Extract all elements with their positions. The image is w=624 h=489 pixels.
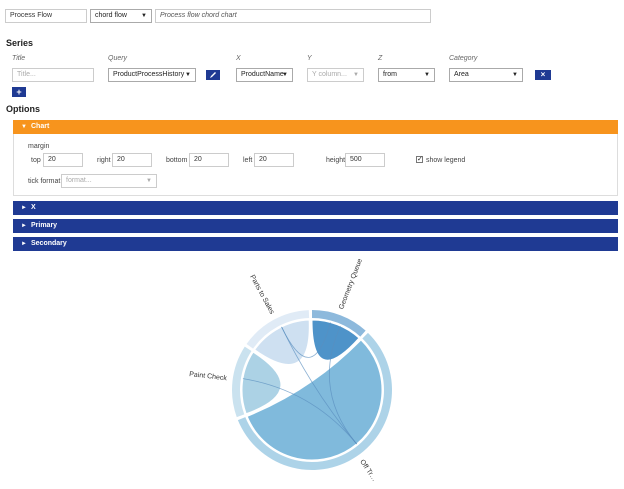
chevron-down-icon: ▼ bbox=[512, 72, 518, 78]
chord-ribbon bbox=[254, 319, 310, 365]
y-column-select[interactable]: Y column... ▼ bbox=[307, 68, 364, 82]
series-title: Series bbox=[6, 38, 34, 48]
chord-link bbox=[242, 378, 357, 445]
secondary-panel-header[interactable]: ► Secondary bbox=[13, 237, 618, 251]
margin-left-label: left bbox=[243, 157, 253, 164]
x-panel-header[interactable]: ► X bbox=[13, 201, 618, 215]
secondary-panel-label: Secondary bbox=[31, 240, 67, 247]
pencil-icon bbox=[210, 72, 216, 78]
chord-group-label: Off Tr… bbox=[358, 459, 377, 483]
chord-group-label: Geometry Queue bbox=[338, 258, 364, 311]
x-column-value: ProductName bbox=[241, 71, 284, 78]
edit-query-button[interactable] bbox=[206, 70, 220, 80]
margin-left-input[interactable]: 20 bbox=[254, 153, 294, 167]
show-legend-checkbox[interactable]: ✓ bbox=[416, 156, 423, 163]
margin-top-input[interactable]: 20 bbox=[43, 153, 83, 167]
margin-bottom-input[interactable]: 20 bbox=[189, 153, 229, 167]
tick-format-label: tick format bbox=[28, 178, 61, 185]
column-header-y: Y bbox=[307, 55, 312, 62]
category-select[interactable]: Area ▼ bbox=[449, 68, 523, 82]
z-column-select[interactable]: from ▼ bbox=[378, 68, 435, 82]
chart-type-value: chord flow bbox=[95, 12, 127, 19]
margin-right-input[interactable]: 20 bbox=[112, 153, 152, 167]
chart-panel-label: Chart bbox=[31, 123, 50, 130]
caret-right-icon: ► bbox=[21, 223, 27, 229]
category-value: Area bbox=[454, 71, 469, 78]
chart-panel-header[interactable]: ▼ Chart bbox=[13, 120, 618, 134]
caret-right-icon: ► bbox=[21, 205, 27, 211]
column-header-z: Z bbox=[378, 55, 383, 62]
query-select[interactable]: ProductProcessHistory ▼ bbox=[108, 68, 196, 82]
remove-series-button[interactable]: × bbox=[535, 70, 551, 80]
add-series-button[interactable]: + bbox=[12, 87, 26, 97]
chord-group-arc bbox=[232, 346, 252, 418]
height-input[interactable]: 500 bbox=[345, 153, 385, 167]
chord-group-arc bbox=[246, 310, 310, 349]
chord-link bbox=[329, 325, 357, 445]
column-header-query: Query bbox=[108, 55, 128, 62]
chord-group-label: Parts to Sales bbox=[248, 274, 275, 316]
chevron-down-icon: ▼ bbox=[185, 72, 191, 78]
chord-group-label: Paint Check bbox=[189, 371, 228, 382]
chord-group-arc bbox=[312, 310, 366, 337]
tick-format-placeholder: format... bbox=[66, 177, 92, 184]
chart-description-input[interactable]: Process flow chord chart bbox=[155, 9, 431, 23]
primary-panel-header[interactable]: ► Primary bbox=[13, 219, 618, 233]
show-legend-label: show legend bbox=[426, 157, 466, 164]
query-value: ProductProcessHistory bbox=[113, 71, 185, 78]
column-header-title: Title bbox=[12, 55, 26, 62]
chord-link bbox=[281, 322, 331, 358]
chevron-down-icon: ▼ bbox=[141, 13, 147, 19]
chevron-down-icon: ▼ bbox=[353, 72, 359, 78]
chord-ribbon bbox=[246, 339, 383, 461]
caret-right-icon: ► bbox=[21, 241, 27, 247]
chord-link bbox=[281, 326, 357, 445]
chart-name-input[interactable]: Process Flow bbox=[5, 9, 87, 23]
z-column-value: from bbox=[383, 71, 397, 78]
caret-down-icon: ▼ bbox=[21, 124, 27, 130]
y-column-placeholder: Y column... bbox=[312, 71, 347, 78]
x-column-select[interactable]: ProductName ▼ bbox=[236, 68, 293, 82]
chevron-down-icon: ▼ bbox=[282, 72, 288, 78]
margin-label: margin bbox=[28, 143, 50, 150]
column-header-x: X bbox=[236, 55, 241, 62]
margin-right-label: right bbox=[97, 157, 111, 164]
margin-top-label: top bbox=[31, 157, 41, 164]
chord-group-arc bbox=[237, 332, 392, 470]
height-label: height bbox=[326, 157, 346, 164]
chord-ribbon bbox=[311, 319, 360, 361]
column-header-category: Category bbox=[449, 55, 478, 62]
margin-bottom-label: bottom bbox=[166, 157, 188, 164]
primary-panel-label: Primary bbox=[31, 222, 58, 229]
chevron-down-icon: ▼ bbox=[424, 72, 430, 78]
options-title: Options bbox=[6, 104, 40, 114]
chart-type-select[interactable]: chord flow ▼ bbox=[90, 9, 152, 23]
x-panel-label: X bbox=[31, 204, 36, 211]
series-title-input[interactable]: Title... bbox=[12, 68, 94, 82]
chevron-down-icon: ▼ bbox=[146, 178, 152, 184]
tick-format-select[interactable]: format... ▼ bbox=[61, 174, 157, 188]
